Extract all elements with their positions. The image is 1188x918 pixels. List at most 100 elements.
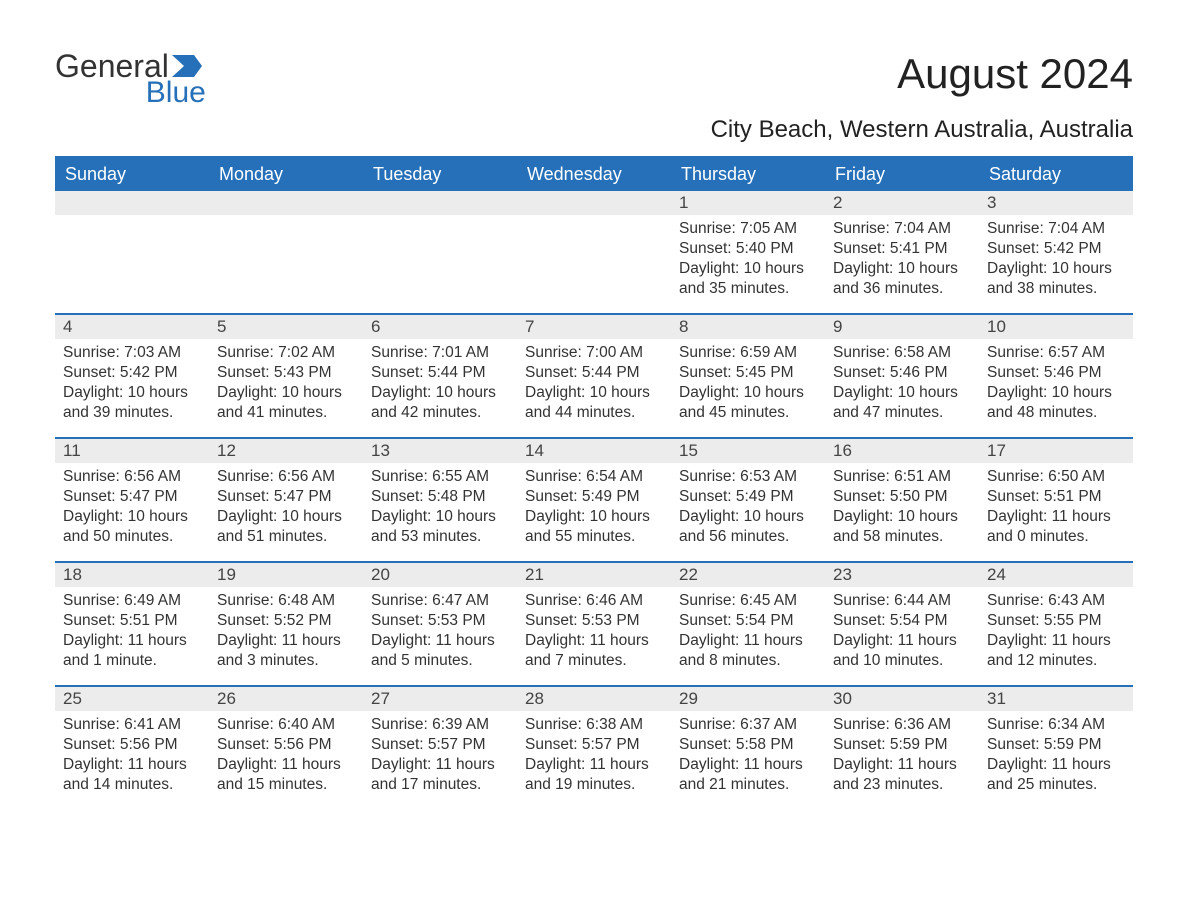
sunset-text: Sunset: 5:47 PM: [217, 487, 355, 507]
day-cell: 20Sunrise: 6:47 AMSunset: 5:53 PMDayligh…: [363, 563, 517, 685]
day-number: 1: [671, 191, 825, 215]
sunset-text: Sunset: 5:57 PM: [525, 735, 663, 755]
daylight-text: Daylight: 11 hours and 1 minute.: [63, 631, 201, 671]
day-info: Sunrise: 6:49 AMSunset: 5:51 PMDaylight:…: [55, 587, 209, 680]
day-cell: 8Sunrise: 6:59 AMSunset: 5:45 PMDaylight…: [671, 315, 825, 437]
sunrise-text: Sunrise: 6:37 AM: [679, 715, 817, 735]
day-cell: 26Sunrise: 6:40 AMSunset: 5:56 PMDayligh…: [209, 687, 363, 809]
day-info: Sunrise: 6:37 AMSunset: 5:58 PMDaylight:…: [671, 711, 825, 804]
sunrise-text: Sunrise: 7:00 AM: [525, 343, 663, 363]
day-number: 19: [209, 563, 363, 587]
sunset-text: Sunset: 5:50 PM: [833, 487, 971, 507]
weekday-header: Tuesday: [363, 158, 517, 191]
sunrise-text: Sunrise: 6:44 AM: [833, 591, 971, 611]
day-info: Sunrise: 6:47 AMSunset: 5:53 PMDaylight:…: [363, 587, 517, 680]
sunset-text: Sunset: 5:42 PM: [987, 239, 1125, 259]
week-row: 4Sunrise: 7:03 AMSunset: 5:42 PMDaylight…: [55, 313, 1133, 437]
day-info: Sunrise: 7:04 AMSunset: 5:41 PMDaylight:…: [825, 215, 979, 308]
sunset-text: Sunset: 5:51 PM: [987, 487, 1125, 507]
day-info: Sunrise: 6:46 AMSunset: 5:53 PMDaylight:…: [517, 587, 671, 680]
day-info: Sunrise: 6:56 AMSunset: 5:47 PMDaylight:…: [55, 463, 209, 556]
sunrise-text: Sunrise: 6:41 AM: [63, 715, 201, 735]
sunset-text: Sunset: 5:56 PM: [217, 735, 355, 755]
day-info: Sunrise: 6:40 AMSunset: 5:56 PMDaylight:…: [209, 711, 363, 804]
week-row: 18Sunrise: 6:49 AMSunset: 5:51 PMDayligh…: [55, 561, 1133, 685]
day-cell: 21Sunrise: 6:46 AMSunset: 5:53 PMDayligh…: [517, 563, 671, 685]
day-cell: 6Sunrise: 7:01 AMSunset: 5:44 PMDaylight…: [363, 315, 517, 437]
day-cell: 5Sunrise: 7:02 AMSunset: 5:43 PMDaylight…: [209, 315, 363, 437]
day-number: 20: [363, 563, 517, 587]
sunrise-text: Sunrise: 7:02 AM: [217, 343, 355, 363]
day-cell: 4Sunrise: 7:03 AMSunset: 5:42 PMDaylight…: [55, 315, 209, 437]
sunset-text: Sunset: 5:52 PM: [217, 611, 355, 631]
day-number: 3: [979, 191, 1133, 215]
day-number: [209, 191, 363, 215]
daylight-text: Daylight: 11 hours and 25 minutes.: [987, 755, 1125, 795]
daylight-text: Daylight: 11 hours and 17 minutes.: [371, 755, 509, 795]
day-cell: [517, 191, 671, 313]
sunset-text: Sunset: 5:47 PM: [63, 487, 201, 507]
sunrise-text: Sunrise: 7:03 AM: [63, 343, 201, 363]
daylight-text: Daylight: 11 hours and 3 minutes.: [217, 631, 355, 671]
sunset-text: Sunset: 5:49 PM: [679, 487, 817, 507]
day-cell: 19 Sunrise: 6:48 AMSunset: 5:52 PMDayligh…: [209, 563, 363, 685]
day-number: 8: [671, 315, 825, 339]
day-number: 4: [55, 315, 209, 339]
sunrise-text: Sunrise: 6:50 AM: [987, 467, 1125, 487]
weekday-header: Monday: [209, 158, 363, 191]
day-cell: 29Sunrise: 6:37 AMSunset: 5:58 PMDayligh…: [671, 687, 825, 809]
daylight-text: Daylight: 10 hours and 42 minutes.: [371, 383, 509, 423]
sunrise-text: Sunrise: 6:47 AM: [371, 591, 509, 611]
day-info: Sunrise: 6:43 AMSunset: 5:55 PMDaylight:…: [979, 587, 1133, 680]
day-number: 11: [55, 439, 209, 463]
sunset-text: Sunset: 5:55 PM: [987, 611, 1125, 631]
day-cell: [55, 191, 209, 313]
sunset-text: Sunset: 5:51 PM: [63, 611, 201, 631]
sunset-text: Sunset: 5:58 PM: [679, 735, 817, 755]
daylight-text: Daylight: 11 hours and 14 minutes.: [63, 755, 201, 795]
sunrise-text: Sunrise: 6:48 AM: [217, 591, 355, 611]
sunrise-text: Sunrise: 7:01 AM: [371, 343, 509, 363]
week-row: 1Sunrise: 7:05 AMSunset: 5:40 PMDaylight…: [55, 191, 1133, 313]
day-info: Sunrise: 6:55 AMSunset: 5:48 PMDaylight:…: [363, 463, 517, 556]
day-cell: 1Sunrise: 7:05 AMSunset: 5:40 PMDaylight…: [671, 191, 825, 313]
day-cell: 30Sunrise: 6:36 AMSunset: 5:59 PMDayligh…: [825, 687, 979, 809]
calendar: SundayMondayTuesdayWednesdayThursdayFrid…: [55, 156, 1133, 809]
day-info: Sunrise: 6:36 AMSunset: 5:59 PMDaylight:…: [825, 711, 979, 804]
daylight-text: Daylight: 11 hours and 23 minutes.: [833, 755, 971, 795]
daylight-text: Daylight: 11 hours and 10 minutes.: [833, 631, 971, 671]
daylight-text: Daylight: 10 hours and 55 minutes.: [525, 507, 663, 547]
weekday-header: Wednesday: [517, 158, 671, 191]
day-number: 2: [825, 191, 979, 215]
sunrise-text: Sunrise: 6:53 AM: [679, 467, 817, 487]
day-cell: 16Sunrise: 6:51 AMSunset: 5:50 PMDayligh…: [825, 439, 979, 561]
day-number: 29: [671, 687, 825, 711]
day-number: 10: [979, 315, 1133, 339]
day-info: Sunrise: 7:04 AMSunset: 5:42 PMDaylight:…: [979, 215, 1133, 308]
weekday-header-row: SundayMondayTuesdayWednesdayThursdayFrid…: [55, 158, 1133, 191]
day-info: Sunrise: 6:38 AMSunset: 5:57 PMDaylight:…: [517, 711, 671, 804]
sunrise-text: Sunrise: 7:05 AM: [679, 219, 817, 239]
day-cell: [209, 191, 363, 313]
sunrise-text: Sunrise: 6:38 AM: [525, 715, 663, 735]
day-info: Sunrise: 6:53 AMSunset: 5:49 PMDaylight:…: [671, 463, 825, 556]
sunrise-text: Sunrise: 6:36 AM: [833, 715, 971, 735]
day-number: 28: [517, 687, 671, 711]
day-cell: 14Sunrise: 6:54 AMSunset: 5:49 PMDayligh…: [517, 439, 671, 561]
day-info: Sunrise: 6:39 AMSunset: 5:57 PMDaylight:…: [363, 711, 517, 804]
day-number: 24: [979, 563, 1133, 587]
day-cell: 27Sunrise: 6:39 AMSunset: 5:57 PMDayligh…: [363, 687, 517, 809]
day-cell: 25Sunrise: 6:41 AMSunset: 5:56 PMDayligh…: [55, 687, 209, 809]
weekday-header: Thursday: [671, 158, 825, 191]
day-cell: [363, 191, 517, 313]
sunset-text: Sunset: 5:53 PM: [371, 611, 509, 631]
sunrise-text: Sunrise: 6:59 AM: [679, 343, 817, 363]
daylight-text: Daylight: 10 hours and 50 minutes.: [63, 507, 201, 547]
day-number: 7: [517, 315, 671, 339]
day-cell: 15Sunrise: 6:53 AMSunset: 5:49 PMDayligh…: [671, 439, 825, 561]
day-info: Sunrise: 7:00 AMSunset: 5:44 PMDaylight:…: [517, 339, 671, 432]
day-cell: 2Sunrise: 7:04 AMSunset: 5:41 PMDaylight…: [825, 191, 979, 313]
sunrise-text: Sunrise: 6:45 AM: [679, 591, 817, 611]
daylight-text: Daylight: 11 hours and 8 minutes.: [679, 631, 817, 671]
day-cell: 18Sunrise: 6:49 AMSunset: 5:51 PMDayligh…: [55, 563, 209, 685]
